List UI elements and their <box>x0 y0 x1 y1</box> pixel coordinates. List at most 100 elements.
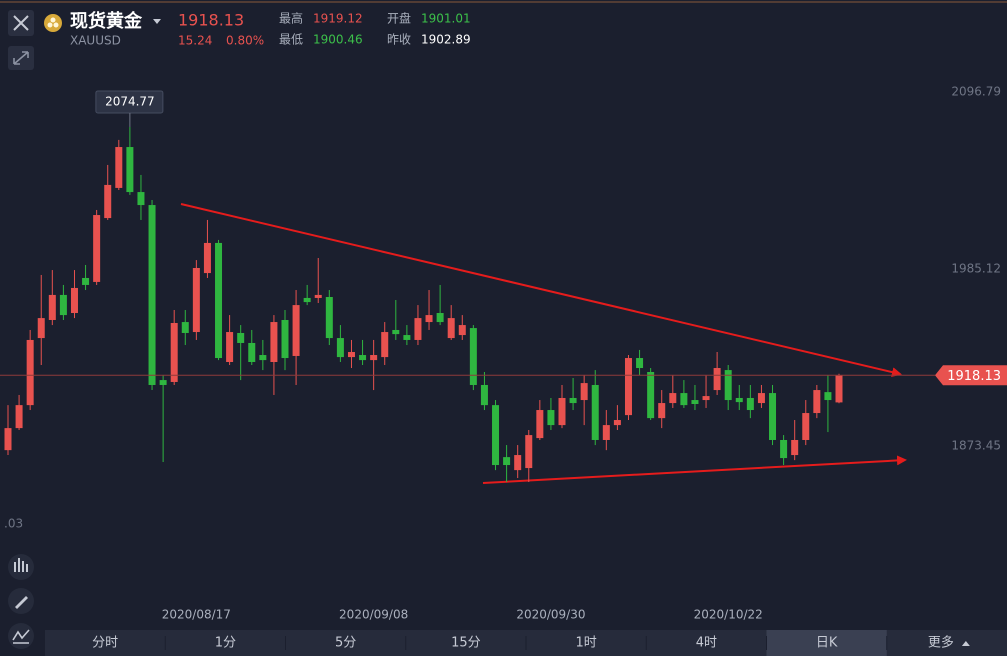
candle-body <box>181 322 189 333</box>
candle-body <box>436 313 444 323</box>
x-tick-label: 2020/09/08 <box>339 608 408 622</box>
candle-body <box>536 410 544 439</box>
instrument-symbol: XAUUSD <box>70 34 121 48</box>
indicator-button[interactable] <box>8 554 34 580</box>
candle-body <box>480 384 488 406</box>
candle-body <box>137 192 145 206</box>
candle-body <box>458 325 466 336</box>
candle-body <box>680 393 688 406</box>
stat-value: 1901.01 <box>421 12 471 26</box>
dropdown-icon[interactable] <box>153 19 161 24</box>
candle-body <box>624 358 632 416</box>
candle-body <box>126 147 134 193</box>
candle-body <box>813 390 821 414</box>
last-price-badge <box>935 365 1007 386</box>
x-tick-label: 2020/08/17 <box>162 608 231 622</box>
last-price-label: 1918.13 <box>947 369 1001 384</box>
candle-body <box>82 277 90 285</box>
candle-body <box>547 410 555 426</box>
candle-body <box>414 318 422 340</box>
candle-body <box>37 318 45 339</box>
candle-body <box>647 371 655 419</box>
candle-body <box>159 380 167 385</box>
candle-body <box>569 397 577 404</box>
candle-body <box>514 455 522 471</box>
header-price: 1918.13 <box>178 11 244 30</box>
tab[interactable]: 4时 <box>696 636 717 651</box>
candle-body <box>170 322 178 382</box>
candle-body <box>203 242 211 274</box>
candle-body <box>148 205 156 385</box>
candle-body <box>347 352 355 358</box>
y-axis-fragment: .03 <box>4 517 23 531</box>
gold-icon-dot <box>50 17 56 23</box>
trend-line <box>180 203 902 378</box>
tab[interactable]: 日K <box>816 636 838 651</box>
candle-body <box>702 396 710 401</box>
candle-body <box>270 322 278 362</box>
y-tick-label: 2096.79 <box>951 85 1001 99</box>
tab[interactable]: 更多 <box>928 635 954 651</box>
stat-label: 开盘 <box>387 11 411 26</box>
x-tick-label: 2020/10/22 <box>694 608 763 622</box>
candle-body <box>4 428 12 451</box>
candle-body <box>802 413 810 440</box>
trend-line <box>482 455 907 484</box>
candle-body <box>713 368 721 391</box>
candle-body <box>15 405 23 429</box>
tab[interactable]: 1时 <box>575 636 596 651</box>
candle-body <box>370 355 378 361</box>
candle-body <box>769 393 777 440</box>
candle-body <box>359 355 367 361</box>
candle-body <box>281 319 289 359</box>
tab[interactable]: 5分 <box>335 636 356 651</box>
expand-icon <box>13 51 29 65</box>
draw-icon <box>15 596 28 609</box>
candle-body <box>780 439 788 459</box>
stat-value: 1919.12 <box>313 12 363 26</box>
gold-icon-dot <box>47 22 53 28</box>
candle-body <box>104 184 112 219</box>
candle-body <box>292 305 300 356</box>
indicator-icon <box>14 558 28 572</box>
candle-body <box>613 420 621 426</box>
candle-body <box>503 457 511 466</box>
candle-body <box>591 384 599 440</box>
candle-body <box>580 383 588 401</box>
tab[interactable]: 分时 <box>92 636 118 651</box>
candle-body <box>469 328 477 385</box>
gold-icon <box>44 14 62 32</box>
tab[interactable]: 1分 <box>215 636 236 651</box>
candle-body <box>724 370 732 401</box>
candle-body <box>259 355 267 361</box>
candle-body <box>658 403 666 419</box>
candle-body <box>492 405 500 466</box>
candle-body <box>824 392 832 401</box>
stat-value: 1900.46 <box>313 33 363 47</box>
instrument-name: 现货黄金 <box>70 10 143 32</box>
candle-body <box>314 294 322 298</box>
header-change: 15.24 <box>178 34 212 48</box>
candle-body <box>303 297 311 303</box>
candle-body <box>48 294 56 320</box>
gold-icon-dot <box>53 22 59 28</box>
toolbar <box>8 10 34 649</box>
candle-body <box>59 294 67 316</box>
stat-label: 最低 <box>279 33 303 47</box>
candle-body <box>403 335 411 340</box>
candle-body <box>791 439 799 456</box>
max-label: 2074.77 <box>105 94 155 108</box>
candle-body <box>215 242 223 359</box>
candle-body <box>336 338 344 358</box>
stat-value: 1902.89 <box>421 33 471 47</box>
candle-body <box>425 315 433 323</box>
candle-body <box>192 267 200 333</box>
candle-body <box>93 215 101 282</box>
candle-body <box>26 339 34 406</box>
candle-body <box>691 400 699 405</box>
stat-label: 最高 <box>279 11 303 26</box>
stat-label: 昨收 <box>387 33 411 47</box>
tab[interactable]: 15分 <box>451 636 481 651</box>
